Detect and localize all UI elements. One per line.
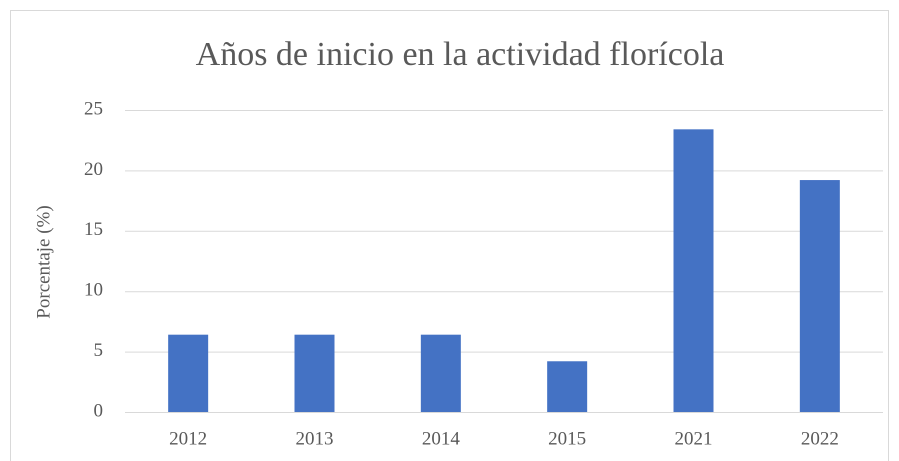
x-tick-label: 2013 [296,428,334,449]
x-tick-label: 2015 [548,428,586,449]
y-axis-label: Porcentaje (%) [33,205,54,318]
bar [799,180,840,412]
bar [294,334,335,412]
y-tick-label: 0 [94,400,104,421]
y-tick-label: 20 [84,159,103,180]
y-tick-label: 10 [84,280,103,301]
x-tick-label: 2021 [675,428,713,449]
x-tick-label: 2014 [422,428,461,449]
y-tick-label: 5 [94,340,104,361]
y-tick-label: 25 [84,98,103,119]
x-tick-label: 2012 [169,428,207,449]
x-tick-label: 2022 [801,428,839,449]
bar [420,334,461,412]
chart-title: Años de inicio en la actividad florícola [196,36,725,73]
y-tick-label: 15 [84,219,103,240]
bar [547,361,588,412]
bar [168,334,209,412]
bar [673,129,714,412]
